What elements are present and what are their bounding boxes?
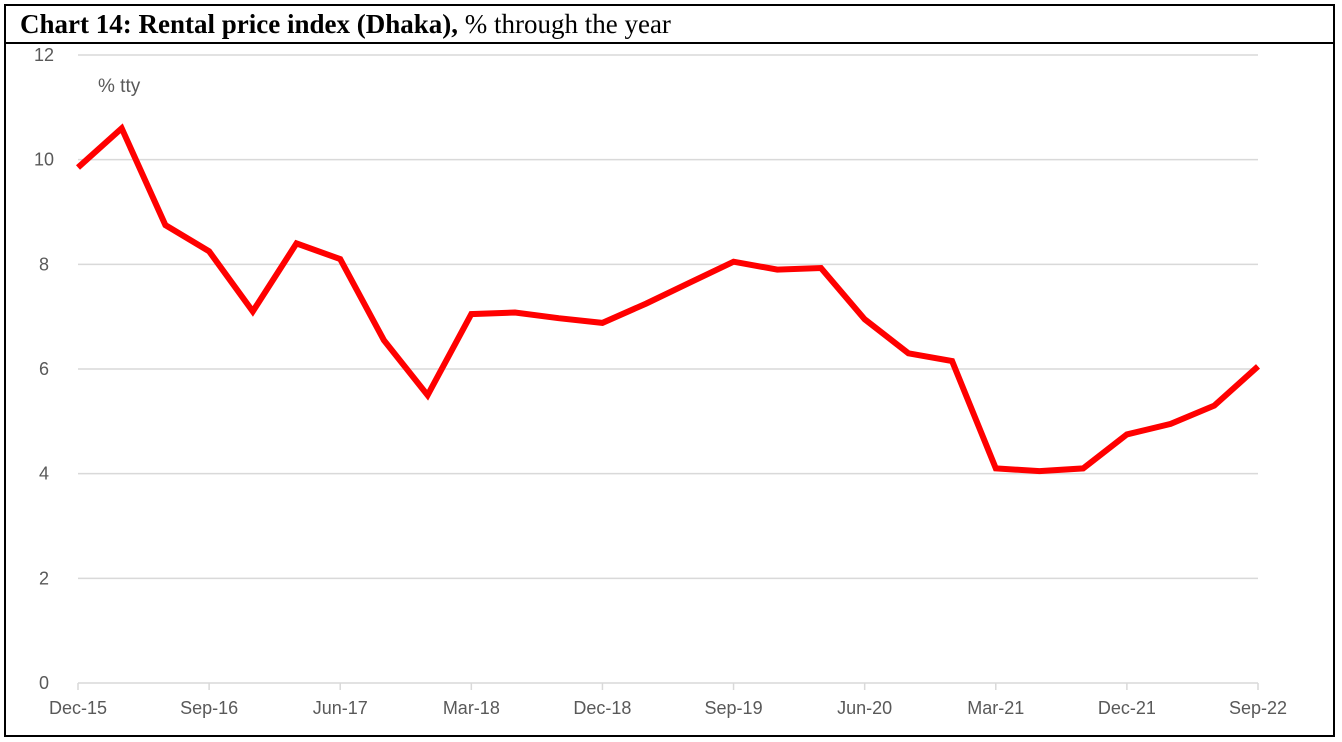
y-tick-label: 12 <box>34 45 54 65</box>
y-axis: 0 2 4 6 8 10 12 <box>34 45 54 693</box>
x-tick-label: Mar-18 <box>443 698 500 718</box>
chart-title-rest: % through the year <box>457 9 671 39</box>
x-tick-label: Dec-15 <box>49 698 107 718</box>
x-tick-label: Sep-19 <box>705 698 763 718</box>
unit-label: % tty <box>98 76 141 97</box>
x-axis: Dec-15 Sep-16 Jun-17 Mar-18 Dec-18 Sep-19 Jun-… <box>49 682 1287 718</box>
y-tick-label: 0 <box>39 673 49 693</box>
y-tick-label: 6 <box>39 359 49 379</box>
x-tick-label: Dec-18 <box>573 698 631 718</box>
y-tick-label: 8 <box>39 254 49 274</box>
series-layer <box>75 123 1261 475</box>
y-tick-label: 10 <box>34 150 54 170</box>
x-tick-label: Sep-22 <box>1229 698 1287 718</box>
chart-title-bold: Chart 14: Rental price index (Dhaka), <box>20 9 458 39</box>
x-tick-label: Dec-21 <box>1098 698 1156 718</box>
x-tick-label: Sep-16 <box>180 698 238 718</box>
x-tick-label: Jun-17 <box>313 698 368 718</box>
y-tick-label: 2 <box>39 568 49 588</box>
chart-frame: Chart 14: Rental price index (Dhaka), % … <box>4 4 1335 737</box>
chart-title: Chart 14: Rental price index (Dhaka), % … <box>6 6 1333 44</box>
x-tick-label: Mar-21 <box>967 698 1024 718</box>
y-tick-label: 4 <box>39 464 49 484</box>
x-tick-label: Jun-20 <box>837 698 892 718</box>
gridlines <box>78 54 1258 580</box>
series-line <box>75 123 1261 475</box>
